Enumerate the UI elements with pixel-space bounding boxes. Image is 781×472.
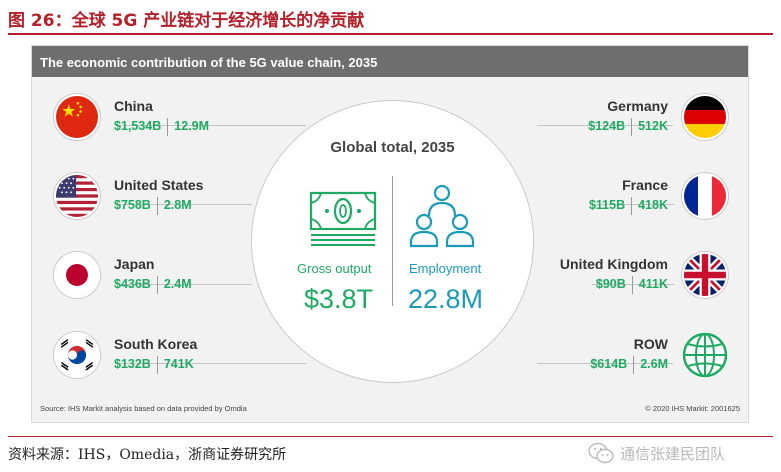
value-divider (156, 276, 158, 294)
jobs-value: 411K (638, 277, 668, 292)
global-total-circle: Global total, 2035 Gross output $ (251, 100, 534, 383)
country-united-kingdom: United Kingdom $90B 411K (508, 252, 728, 302)
employment-value: 22.8M (408, 284, 484, 314)
card-source: Source: IHS Markit analysis based on dat… (40, 404, 247, 413)
connector-line (116, 125, 306, 126)
country-values: $758B 2.8M (114, 197, 192, 215)
output-value: $132B (114, 357, 151, 372)
country-values: $1,534B 12.9M (114, 118, 209, 136)
jobs-value: 2.8M (163, 198, 192, 213)
country-values: $614B 2.6M (590, 356, 668, 374)
infographic-card: The economic contribution of the 5G valu… (31, 45, 749, 423)
jobs-value: 12.9M (174, 119, 210, 134)
value-divider (156, 356, 158, 374)
country-united-states: United States $758B 2.8M (54, 173, 274, 223)
country-values: $90B 411K (596, 276, 668, 294)
output-value: $614B (590, 357, 628, 372)
jobs-value: 2.4M (163, 277, 192, 292)
jobs-value: 741K (163, 357, 194, 372)
wechat-icon (588, 442, 614, 464)
figure-title: 图 26：全球 5G 产业链对于经济增长的净贡献 (8, 11, 365, 31)
output-value: $115B (588, 198, 626, 213)
country-name: United Kingdom (559, 256, 668, 272)
country-name: ROW (633, 336, 668, 352)
people-icon (409, 184, 475, 248)
footer-rule (8, 436, 773, 437)
connector-line (537, 125, 673, 126)
country-china: China $1,534B 12.9M (54, 94, 274, 144)
jobs-value: 2.6M (640, 357, 668, 372)
country-south-korea: South Korea $132B 741K (54, 332, 274, 382)
uk-flag-icon (682, 252, 728, 298)
country-values: $124B 512K (588, 118, 668, 136)
china-flag-icon (54, 94, 100, 140)
value-divider (167, 118, 169, 136)
country-values: $115B 418K (589, 197, 668, 215)
global-total-title: Global total, 2035 (330, 139, 455, 156)
country-values: $132B 741K (114, 356, 194, 374)
card-header: The economic contribution of the 5G valu… (32, 46, 748, 77)
value-divider (633, 356, 635, 374)
value-divider (631, 118, 633, 136)
connector-line (116, 284, 252, 285)
value-divider (156, 197, 158, 215)
gross-output-value: $3.8T (304, 284, 374, 314)
country-name: France (622, 177, 668, 193)
country-name: South Korea (114, 336, 198, 352)
south-korea-flag-icon (54, 332, 100, 378)
output-value: $90B (595, 277, 626, 292)
country-name: United States (114, 177, 204, 193)
country-germany: Germany $124B 512K (508, 94, 728, 144)
value-divider (631, 276, 633, 294)
connector-line (537, 363, 673, 364)
output-value: $758B (114, 198, 151, 213)
japan-flag-icon (54, 252, 100, 298)
country-japan: Japan $436B 2.4M (54, 252, 274, 302)
gross-output-label: Gross output (297, 261, 372, 276)
value-divider (631, 197, 633, 215)
country-row: ROW $614B 2.6M (508, 332, 728, 382)
country-name: China (114, 98, 153, 114)
watermark-text: 通信张建民团队 (620, 445, 726, 463)
germany-flag-icon (682, 94, 728, 140)
connector-line (592, 204, 674, 205)
connector-line (116, 363, 306, 364)
connector-line (592, 284, 674, 285)
connector-line (116, 204, 252, 205)
output-value: $436B (114, 277, 151, 292)
country-france: France $115B 418K (508, 173, 728, 223)
country-name: Japan (114, 256, 155, 272)
footer-source: 资料来源：IHS，Omedia，浙商证券研究所 (8, 447, 287, 463)
country-name: Germany (607, 98, 668, 114)
center-divider (392, 176, 393, 306)
watermark: 通信张建民团队 (588, 440, 768, 466)
title-rule (8, 33, 773, 35)
employment-label: Employment (409, 261, 482, 276)
jobs-value: 418K (638, 198, 668, 213)
country-values: $436B 2.4M (114, 276, 192, 294)
usa-flag-icon (54, 173, 100, 219)
globe-icon (682, 332, 728, 378)
france-flag-icon (682, 173, 728, 219)
money-icon (309, 191, 377, 246)
jobs-value: 512K (638, 119, 668, 134)
output-value: $124B (588, 119, 626, 134)
card-copyright: © 2020 IHS Markit: 2001625 (645, 404, 740, 413)
output-value: $1,534B (114, 119, 162, 134)
